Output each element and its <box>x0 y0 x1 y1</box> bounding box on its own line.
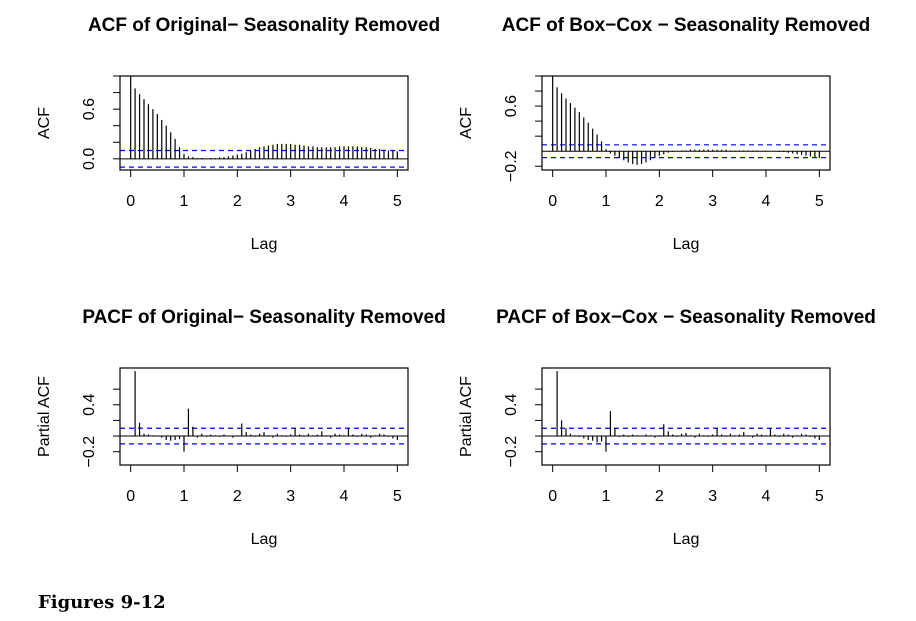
panel: ACF of Box−Cox − Seasonality Removed 0 1 2 3… <box>458 15 870 253</box>
y-tick-label: 0.4 <box>503 394 520 416</box>
y-axis-label: ACF <box>36 107 53 139</box>
x-tick-label: 5 <box>393 488 402 505</box>
x-tick-label: 3 <box>708 488 717 505</box>
panel: PACF of Box−Cox − Seasonality Removed 0 1 2… <box>458 307 876 548</box>
x-axis-label: Lag <box>251 531 278 548</box>
x-tick-label: 1 <box>602 193 611 210</box>
x-tick-label: 0 <box>126 193 135 210</box>
plot-frame <box>119 367 409 466</box>
y-tick-label: 0.6 <box>81 98 98 120</box>
y-tick-label: −0.2 <box>503 436 520 468</box>
x-tick-label: 5 <box>815 193 824 210</box>
x-tick-label: 2 <box>233 488 242 505</box>
y-axis-label: Partial ACF <box>458 376 475 457</box>
x-tick-label: 2 <box>655 193 664 210</box>
panel-title: ACF of Original− Seasonality Removed <box>88 15 440 36</box>
x-tick-label: 0 <box>548 193 557 210</box>
caption: Figures 9-12 <box>38 592 166 613</box>
x-tick-label: 4 <box>340 488 349 505</box>
x-tick-label: 1 <box>602 488 611 505</box>
y-axis-label: Partial ACF <box>36 376 53 457</box>
y-axis-label: ACF <box>458 107 475 139</box>
panel-title: PACF of Box−Cox − Seasonality Removed <box>496 307 876 328</box>
x-axis-label: Lag <box>251 236 278 253</box>
y-tick-label: 0.6 <box>503 95 520 117</box>
x-tick-label: 1 <box>180 488 189 505</box>
x-tick-label: 3 <box>286 488 295 505</box>
x-tick-label: 2 <box>655 488 664 505</box>
panel-title: ACF of Box−Cox − Seasonality Removed <box>502 15 871 36</box>
plot-frame <box>541 367 831 466</box>
y-tick-label: 0.0 <box>81 148 98 170</box>
x-tick-label: 2 <box>233 193 242 210</box>
panel-title: PACF of Original− Seasonality Removed <box>82 307 445 328</box>
x-tick-label: 4 <box>762 488 771 505</box>
x-axis-label: Lag <box>673 531 700 548</box>
panel: PACF of Original− Seasonality Removed 0 1 2… <box>36 307 445 548</box>
x-tick-label: 0 <box>548 488 557 505</box>
plot-frame <box>541 75 831 171</box>
x-tick-label: 1 <box>180 193 189 210</box>
x-tick-label: 0 <box>126 488 135 505</box>
plot-frame <box>119 75 409 171</box>
x-tick-label: 3 <box>708 193 717 210</box>
x-tick-label: 5 <box>815 488 824 505</box>
x-tick-label: 5 <box>393 193 402 210</box>
panel: ACF of Original− Seasonality Removed 0 1 2 3… <box>36 15 440 253</box>
x-tick-label: 3 <box>286 193 295 210</box>
y-tick-label: −0.2 <box>503 150 520 182</box>
y-tick-label: 0.4 <box>81 394 98 416</box>
x-axis-label: Lag <box>673 236 700 253</box>
x-tick-label: 4 <box>762 193 771 210</box>
x-tick-label: 4 <box>340 193 349 210</box>
y-tick-label: −0.2 <box>81 436 98 468</box>
